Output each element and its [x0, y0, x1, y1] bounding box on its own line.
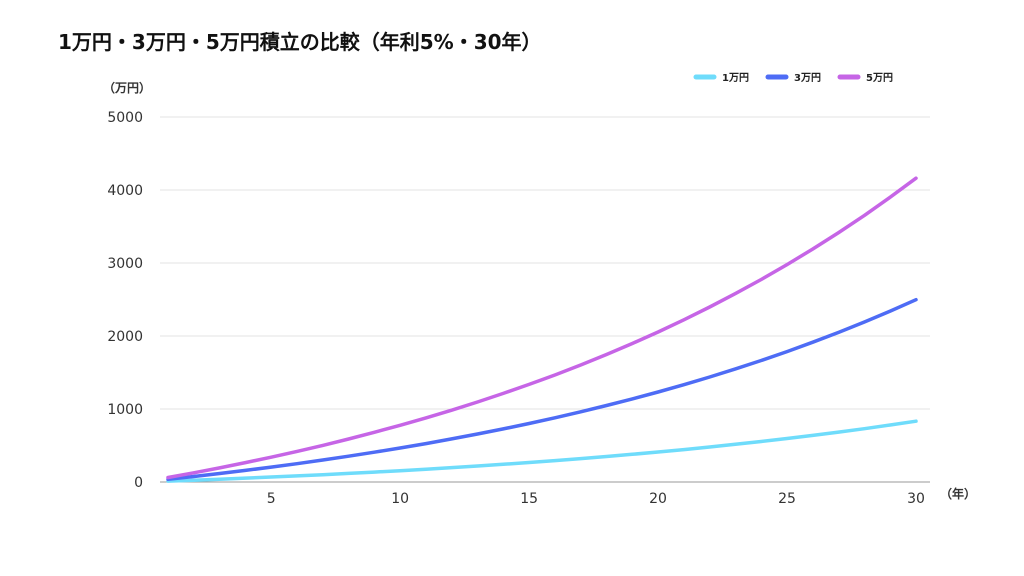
legend-label: 1万円 — [722, 72, 749, 84]
chart-title: 1万円・3万円・5万円積立の比較（年利5%・30年） — [58, 30, 542, 54]
x-axis-label: （年） — [940, 486, 976, 501]
legend-label: 3万円 — [794, 72, 821, 84]
y-tick-label: 4000 — [107, 183, 143, 199]
x-tick-label: 20 — [649, 491, 667, 507]
x-tick-label: 15 — [520, 491, 538, 507]
y-tick-label: 5000 — [107, 110, 143, 126]
y-tick-label: 1000 — [107, 402, 143, 418]
series-line-1 — [166, 419, 918, 483]
y-tick-label: 0 — [134, 475, 143, 491]
x-tick-label: 10 — [391, 491, 409, 507]
y-tick-label: 3000 — [107, 256, 143, 272]
x-tick-label: 5 — [267, 491, 276, 507]
series-line-2 — [166, 297, 918, 482]
legend-label: 5万円 — [866, 72, 893, 84]
y-tick-label: 2000 — [107, 329, 143, 345]
y-axis-label: （万円） — [103, 80, 151, 95]
series-line-3 — [166, 176, 918, 480]
x-tick-label: 25 — [778, 491, 796, 507]
x-tick-label: 30 — [907, 491, 925, 507]
